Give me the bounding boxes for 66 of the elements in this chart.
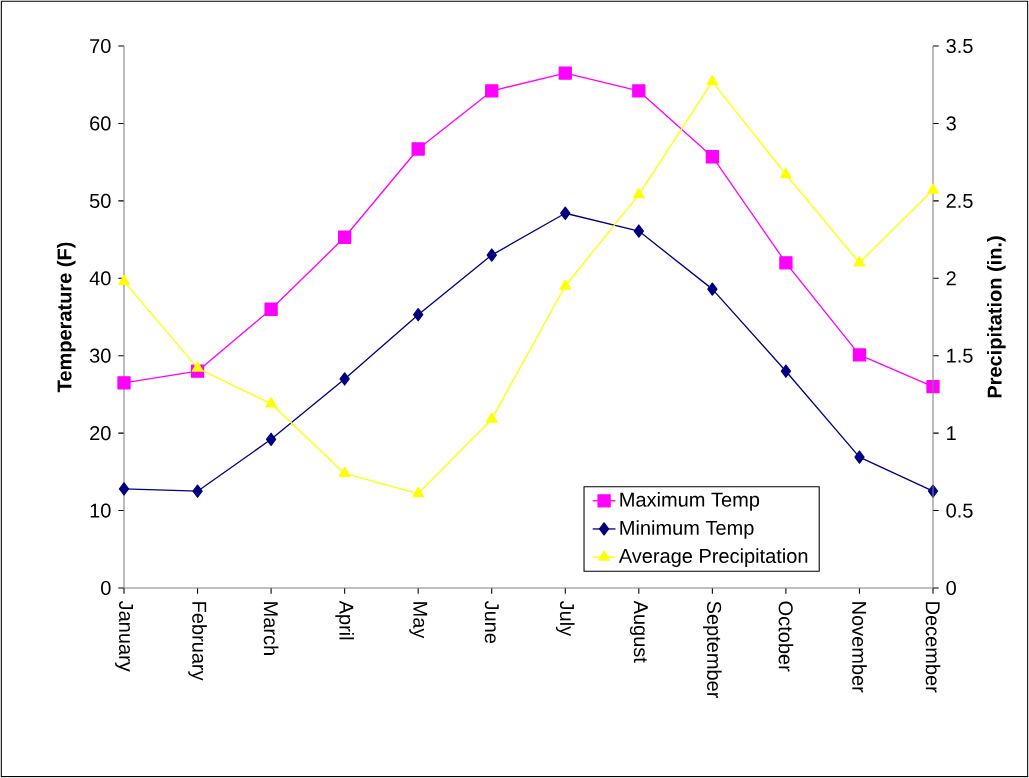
y-tick-label: 50 [89, 193, 111, 208]
legend-label: Minimum Temp [620, 520, 754, 539]
point [852, 348, 867, 362]
x-tick-label: May [409, 602, 428, 639]
point [339, 372, 350, 386]
point [780, 167, 792, 179]
y2-tick-label: 2.5 [946, 193, 973, 208]
y-tick-label: 20 [90, 426, 111, 441]
y2-tick-label: 3.5 [946, 38, 973, 54]
point [633, 224, 644, 238]
legend-label: Average Precipitation [618, 548, 808, 567]
x-tick-label: December [925, 602, 941, 693]
point [485, 84, 499, 98]
y2-tick-label: 1 [947, 426, 956, 441]
point [265, 432, 277, 446]
point [558, 66, 572, 80]
point [338, 466, 351, 478]
point [705, 150, 720, 164]
point [632, 84, 646, 98]
point [191, 361, 204, 372]
x-tick-label: January [115, 600, 133, 672]
point [118, 482, 130, 496]
point [413, 308, 424, 322]
y-tick-label: 0 [101, 580, 111, 596]
point [337, 230, 352, 244]
point [632, 187, 645, 199]
point [560, 206, 571, 220]
x-tick-label: March [263, 602, 279, 655]
x-tick-label: April [335, 600, 354, 640]
point [706, 74, 719, 86]
point [780, 364, 792, 378]
x-tick-label: February [188, 602, 207, 681]
y2-tick-label: 3 [946, 116, 956, 131]
x-tick-label: September [703, 601, 722, 699]
legend-label: Maximum Temp [620, 492, 760, 511]
y-tick-label: 10 [90, 503, 111, 518]
y-tick-label: 70 [90, 38, 111, 54]
y-tick-label: 30 [89, 348, 111, 363]
point [779, 256, 793, 270]
x-tick-label: November [852, 602, 867, 693]
y2-tick-label: 0 [946, 580, 956, 596]
point [559, 279, 572, 290]
point [927, 183, 939, 194]
y-tick-label: 60 [90, 116, 111, 131]
point [854, 450, 865, 464]
point [485, 412, 498, 423]
point [707, 282, 718, 296]
x-tick-label: August [629, 600, 648, 663]
y2-tick-label: 0.5 [946, 503, 973, 518]
point [118, 274, 130, 286]
y2-tick-label: 1.5 [947, 348, 973, 363]
point [486, 248, 497, 262]
y2-tick-label: 2 [946, 271, 956, 286]
point [117, 376, 131, 390]
point [853, 256, 866, 267]
x-tick-label: October [778, 601, 794, 672]
y-axis-title: Temperature (F) [56, 242, 76, 393]
x-tick-label: June [484, 600, 499, 644]
y2-axis-title: Precipitation (in.) [987, 236, 1006, 398]
point [411, 142, 425, 156]
y-tick-label: 40 [89, 271, 111, 286]
x-tick-label: July [555, 600, 575, 637]
point [265, 397, 277, 408]
point [412, 486, 425, 498]
point [192, 484, 203, 498]
point [264, 302, 278, 316]
